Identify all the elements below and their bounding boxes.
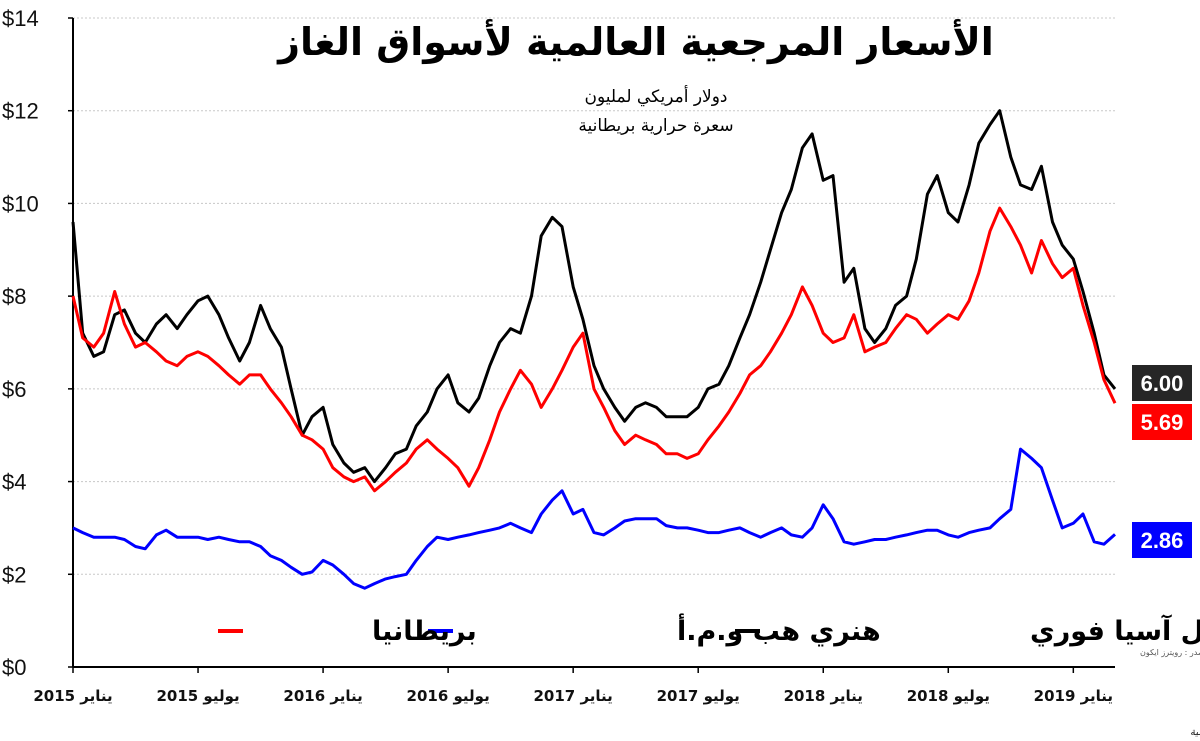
y-axis-ticks: $0 $2 $4 $6 $8 $10 $12 $14 bbox=[2, 6, 73, 680]
end-label-blue: 2.86 bbox=[1132, 522, 1192, 558]
end-label-black-box bbox=[1132, 365, 1192, 401]
legend-label-black: غاز مسال آسيا فوري bbox=[1030, 614, 1200, 647]
legend: غاز مسال آسيا فوري هنري هب و.م.أ بريطاني… bbox=[218, 613, 1200, 647]
chart-subtitle-line-2: سعرة حرارية بريطانية bbox=[578, 116, 733, 136]
series-line-red bbox=[71, 206, 1117, 493]
end-label-blue-text: 2.86 bbox=[1141, 528, 1184, 553]
x-tick-label: يناير 2019 bbox=[1034, 687, 1113, 705]
end-label-red-box bbox=[1132, 404, 1192, 440]
y-tick-label: $10 bbox=[2, 191, 39, 216]
x-tick-label: يوليو 2018 bbox=[907, 687, 990, 705]
source-note: المصدر : رويترز ايكون bbox=[1140, 648, 1200, 657]
y-tick-label: $14 bbox=[2, 6, 39, 31]
legend-label-blue: هنري هب و.م.أ bbox=[677, 613, 881, 647]
x-axis-ticks: يناير 2015 يوليو 2015 يناير 2016 يوليو 2016… bbox=[33, 667, 1113, 705]
y-tick-label: $0 bbox=[2, 655, 26, 680]
series-line-blue bbox=[72, 447, 1116, 590]
chart-subtitle-line-1: دولار أمريكي لمليون bbox=[584, 85, 727, 107]
x-tick-label: يناير 2017 bbox=[533, 687, 612, 705]
y-tick-label: $8 bbox=[2, 284, 26, 309]
series-lines bbox=[71, 109, 1117, 590]
y-tick-label: $6 bbox=[2, 377, 26, 402]
x-tick-label: يوليو 2015 bbox=[156, 687, 239, 705]
x-tick-label: يناير 2018 bbox=[784, 687, 863, 705]
series-line-black bbox=[71, 109, 1117, 484]
x-tick-label: يوليو 2016 bbox=[407, 687, 490, 705]
y-tick-label: $12 bbox=[2, 99, 39, 124]
x-tick-label: يوليو 2017 bbox=[657, 687, 740, 705]
chart-title: الأسعار المرجعية العالمية لأسواق الغاز bbox=[276, 18, 994, 64]
x-tick-label: يناير 2015 bbox=[33, 687, 112, 705]
end-label-red: 5.69 bbox=[1132, 404, 1192, 440]
axes bbox=[72, 18, 1115, 668]
end-label-black-text: 6.00 bbox=[1141, 371, 1184, 396]
y-tick-label: $2 bbox=[2, 562, 26, 587]
legend-label-red: بريطانيا bbox=[372, 616, 477, 647]
end-label-black: 6.00 bbox=[1132, 365, 1192, 401]
copyright-note: © مؤسسة العطية bbox=[1190, 727, 1200, 738]
y-tick-label: $4 bbox=[2, 470, 26, 495]
end-label-red-text: 5.69 bbox=[1141, 410, 1184, 435]
end-label-blue-box bbox=[1132, 522, 1192, 558]
x-tick-label: يناير 2016 bbox=[283, 687, 362, 705]
